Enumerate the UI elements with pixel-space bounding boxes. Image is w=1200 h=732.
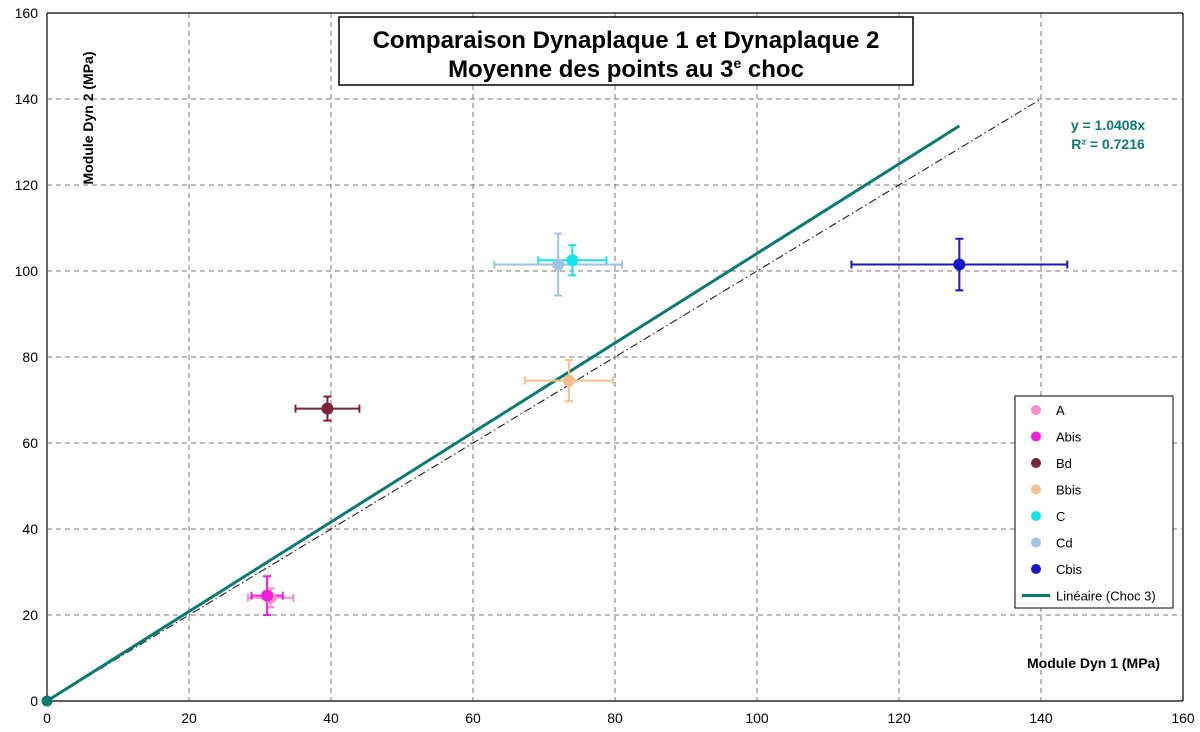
x-tick-label-0: 0 [43,710,51,726]
x-tick-label-120: 120 [887,710,911,726]
title-line-2-end: choc [741,56,804,83]
y-tick-label-80: 80 [22,349,38,365]
x-tick-labels: 0 20 40 60 80 100 120 140 160 [43,710,1195,726]
legend-label-cd: Cd [1056,536,1073,551]
data-point-abis [261,589,274,602]
legend-label-bbis: Bbis [1056,483,1082,498]
y-tick-label-100: 100 [15,263,39,279]
title-line-2-main: Moyenne des points au 3 [448,56,733,83]
y-tick-label-0: 0 [30,693,38,709]
y-tick-label-60: 60 [22,435,38,451]
data-point-c [566,254,579,267]
legend: A Abis Bd Bbis C Cd Cbis Linéaire (Choc 3) [1014,395,1174,609]
legend-marker-a [1031,405,1041,415]
x-tick-label-60: 60 [465,710,481,726]
title-line-2: Moyenne des points au 3e choc [448,55,804,83]
data-point-bd [321,402,334,415]
legend-marker-abis [1031,431,1041,442]
legend-label-abis: Abis [1056,430,1082,445]
trendline-r-squared: R² = 0.7216 [1071,136,1145,152]
x-tick-label-140: 140 [1029,710,1053,726]
lines-layer [46,98,1042,703]
y-tick-labels: 0 20 40 60 80 100 120 140 160 [15,5,39,709]
y-tick-label-140: 140 [15,91,39,107]
y-tick-label-160: 160 [15,5,39,21]
y-tick-label-120: 120 [15,177,39,193]
legend-frame [1014,395,1174,609]
legend-marker-bbis [1031,484,1041,495]
legend-label-c: C [1056,509,1065,524]
x-tick-label-160: 160 [1171,710,1195,726]
legend-label-cbis: Cbis [1056,562,1083,577]
points-layer [41,254,966,707]
legend-marker-cbis [1031,564,1041,574]
data-point-bbis [562,374,575,387]
data-point-origin [41,695,53,707]
x-tick-label-20: 20 [181,710,197,726]
x-axis-title: Module Dyn 1 (MPa) [1027,655,1160,671]
x-tick-label-40: 40 [323,710,339,726]
legend-label-trendline: Linéaire (Choc 3) [1056,589,1156,604]
legend-marker-c [1031,511,1041,521]
y-tick-label-20: 20 [22,607,38,623]
legend-marker-cd [1031,537,1041,548]
trendline [46,124,961,703]
data-point-cbis [953,258,966,271]
data-point-cd [552,258,565,271]
legend-marker-bd [1031,458,1041,468]
x-tick-label-80: 80 [607,710,623,726]
reference-line [46,98,1042,702]
trendline-equation: y = 1.0408x [1071,117,1146,133]
chart-title-box: Comparaison Dynaplaque 1 et Dynaplaque 2… [338,16,914,86]
x-tick-label-100: 100 [745,710,769,726]
legend-label-a: A [1056,403,1065,418]
title-line-1: Comparaison Dynaplaque 1 et Dynaplaque 2 [373,27,880,54]
y-axis-title: Module Dyn 2 (MPa) [80,51,96,184]
grid [46,12,1184,702]
y-tick-label-40: 40 [22,521,38,537]
title-frame [338,16,914,86]
legend-label-bd: Bd [1056,456,1072,471]
title-line-2-sup: e [733,55,741,71]
